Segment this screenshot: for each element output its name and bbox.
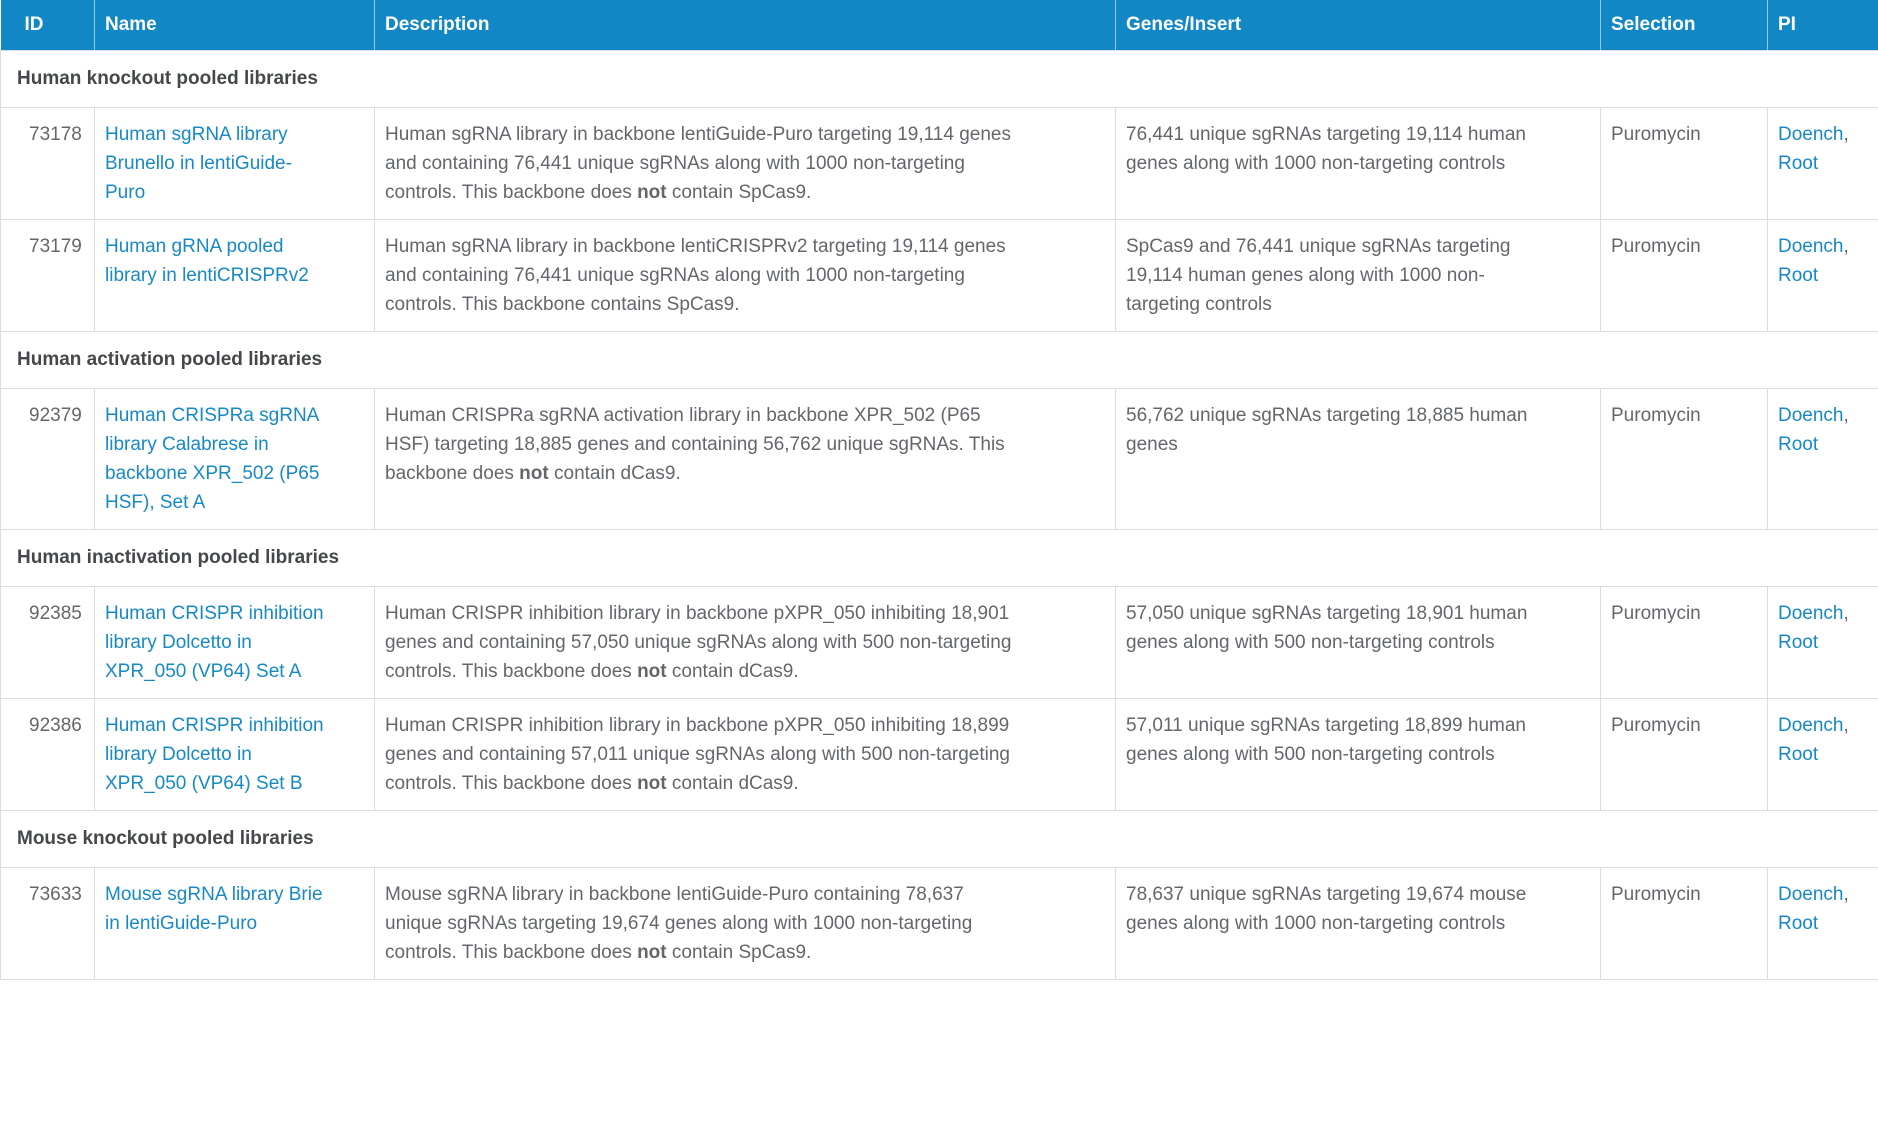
cell-id: 73179 (0, 218, 95, 332)
cell-id: 92386 (0, 697, 95, 811)
pi-link[interactable]: Doench (1778, 602, 1844, 624)
cell-genes-insert: 76,441 unique sgRNAs targeting 19,114 hu… (1115, 106, 1601, 220)
pi-link[interactable]: Root (1778, 912, 1819, 934)
section-header-row: Mouse knockout pooled libraries (0, 809, 1878, 868)
pi-link[interactable]: Root (1778, 152, 1819, 174)
cell-selection: Puromycin (1600, 585, 1768, 699)
cell-genes-insert: 78,637 unique sgRNAs targeting 19,674 mo… (1115, 866, 1601, 980)
description-bold-text: not (519, 462, 549, 484)
cell-genes-insert: SpCas9 and 76,441 unique sgRNAs targetin… (1115, 218, 1601, 332)
table-row: 92386 Human CRISPR inhibition library Dol… (0, 697, 1878, 811)
table-row: 73179 Human gRNA pooled library in lentiC… (0, 218, 1878, 332)
column-header-name: Name (94, 0, 375, 50)
table-header: ID Name Description Genes/Insert Selecti… (0, 0, 1878, 50)
library-name-link[interactable]: Human CRISPR inhibition library Dolcetto… (105, 602, 324, 682)
column-header-pi: PI (1767, 0, 1878, 50)
pi-link[interactable]: Doench (1778, 235, 1844, 257)
section-header-title: Human activation pooled libraries (0, 330, 1878, 389)
library-name-link[interactable]: Human CRISPR inhibition library Dolcetto… (105, 714, 324, 794)
cell-description: Human CRISPRa sgRNA activation library i… (374, 387, 1116, 530)
table-row: 73178 Human sgRNA library Brunello in len… (0, 106, 1878, 220)
column-header-id: ID (0, 0, 95, 50)
cell-name: Human gRNA pooled library in lentiCRISPR… (94, 218, 375, 332)
cell-description: Human sgRNA library in backbone lentiCRI… (374, 218, 1116, 332)
cell-id: 92385 (0, 585, 95, 699)
pi-link[interactable]: Root (1778, 264, 1819, 286)
description-bold-text: not (637, 772, 667, 794)
section-header-row: Human activation pooled libraries (0, 330, 1878, 389)
column-header-genes-insert: Genes/Insert (1115, 0, 1601, 50)
pi-link[interactable]: Doench (1778, 714, 1844, 736)
pi-link[interactable]: Doench (1778, 123, 1844, 145)
table-row: 73633 Mouse sgRNA library Brie in lentiGu… (0, 866, 1878, 980)
pi-link[interactable]: Root (1778, 631, 1819, 653)
cell-pi: Doench, Root (1767, 866, 1878, 980)
cell-name: Mouse sgRNA library Brie in lentiGuide-P… (94, 866, 375, 980)
cell-pi: Doench, Root (1767, 218, 1878, 332)
cell-id: 92379 (0, 387, 95, 530)
section-header-title: Human inactivation pooled libraries (0, 528, 1878, 587)
pi-link[interactable]: Doench (1778, 404, 1844, 426)
library-name-link[interactable]: Human sgRNA library Brunello in lentiGui… (105, 123, 292, 203)
cell-name: Human CRISPR inhibition library Dolcetto… (94, 697, 375, 811)
section-header-row: Human knockout pooled libraries (0, 49, 1878, 108)
cell-pi: Doench, Root (1767, 387, 1878, 530)
column-header-description: Description (374, 0, 1116, 50)
cell-pi: Doench, Root (1767, 106, 1878, 220)
cell-selection: Puromycin (1600, 106, 1768, 220)
description-bold-text: not (637, 660, 667, 682)
table-header-row: ID Name Description Genes/Insert Selecti… (0, 0, 1878, 50)
description-bold-text: not (637, 181, 667, 203)
cell-selection: Puromycin (1600, 866, 1768, 980)
cell-genes-insert: 57,011 unique sgRNAs targeting 18,899 hu… (1115, 697, 1601, 811)
description-bold-text: not (637, 941, 667, 963)
pi-link[interactable]: Root (1778, 433, 1819, 455)
cell-genes-insert: 56,762 unique sgRNAs targeting 18,885 hu… (1115, 387, 1601, 530)
cell-description: Mouse sgRNA library in backbone lentiGui… (374, 866, 1116, 980)
cell-name: Human sgRNA library Brunello in lentiGui… (94, 106, 375, 220)
cell-selection: Puromycin (1600, 387, 1768, 530)
cell-name: Human CRISPRa sgRNA library Calabrese in… (94, 387, 375, 530)
cell-pi: Doench, Root (1767, 585, 1878, 699)
column-header-selection: Selection (1600, 0, 1768, 50)
pooled-libraries-table: ID Name Description Genes/Insert Selecti… (0, 0, 1878, 980)
cell-selection: Puromycin (1600, 218, 1768, 332)
pi-link[interactable]: Root (1778, 743, 1819, 765)
cell-genes-insert: 57,050 unique sgRNAs targeting 18,901 hu… (1115, 585, 1601, 699)
table-body: Human knockout pooled libraries 73178 Huma… (0, 49, 1878, 980)
section-header-row: Human inactivation pooled libraries (0, 528, 1878, 587)
cell-description: Human CRISPR inhibition library in backb… (374, 697, 1116, 811)
cell-id: 73178 (0, 106, 95, 220)
cell-description: Human sgRNA library in backbone lentiGui… (374, 106, 1116, 220)
library-name-link[interactable]: Human gRNA pooled library in lentiCRISPR… (105, 235, 309, 286)
cell-selection: Puromycin (1600, 697, 1768, 811)
section-header-title: Human knockout pooled libraries (0, 49, 1878, 108)
cell-id: 73633 (0, 866, 95, 980)
section-header-title: Mouse knockout pooled libraries (0, 809, 1878, 868)
cell-description: Human CRISPR inhibition library in backb… (374, 585, 1116, 699)
library-name-link[interactable]: Human CRISPRa sgRNA library Calabrese in… (105, 404, 320, 513)
pi-link[interactable]: Doench (1778, 883, 1844, 905)
table-row: 92379 Human CRISPRa sgRNA library Calabre… (0, 387, 1878, 530)
table-row: 92385 Human CRISPR inhibition library Dol… (0, 585, 1878, 699)
cell-name: Human CRISPR inhibition library Dolcetto… (94, 585, 375, 699)
library-name-link[interactable]: Mouse sgRNA library Brie in lentiGuide-P… (105, 883, 323, 934)
cell-pi: Doench, Root (1767, 697, 1878, 811)
